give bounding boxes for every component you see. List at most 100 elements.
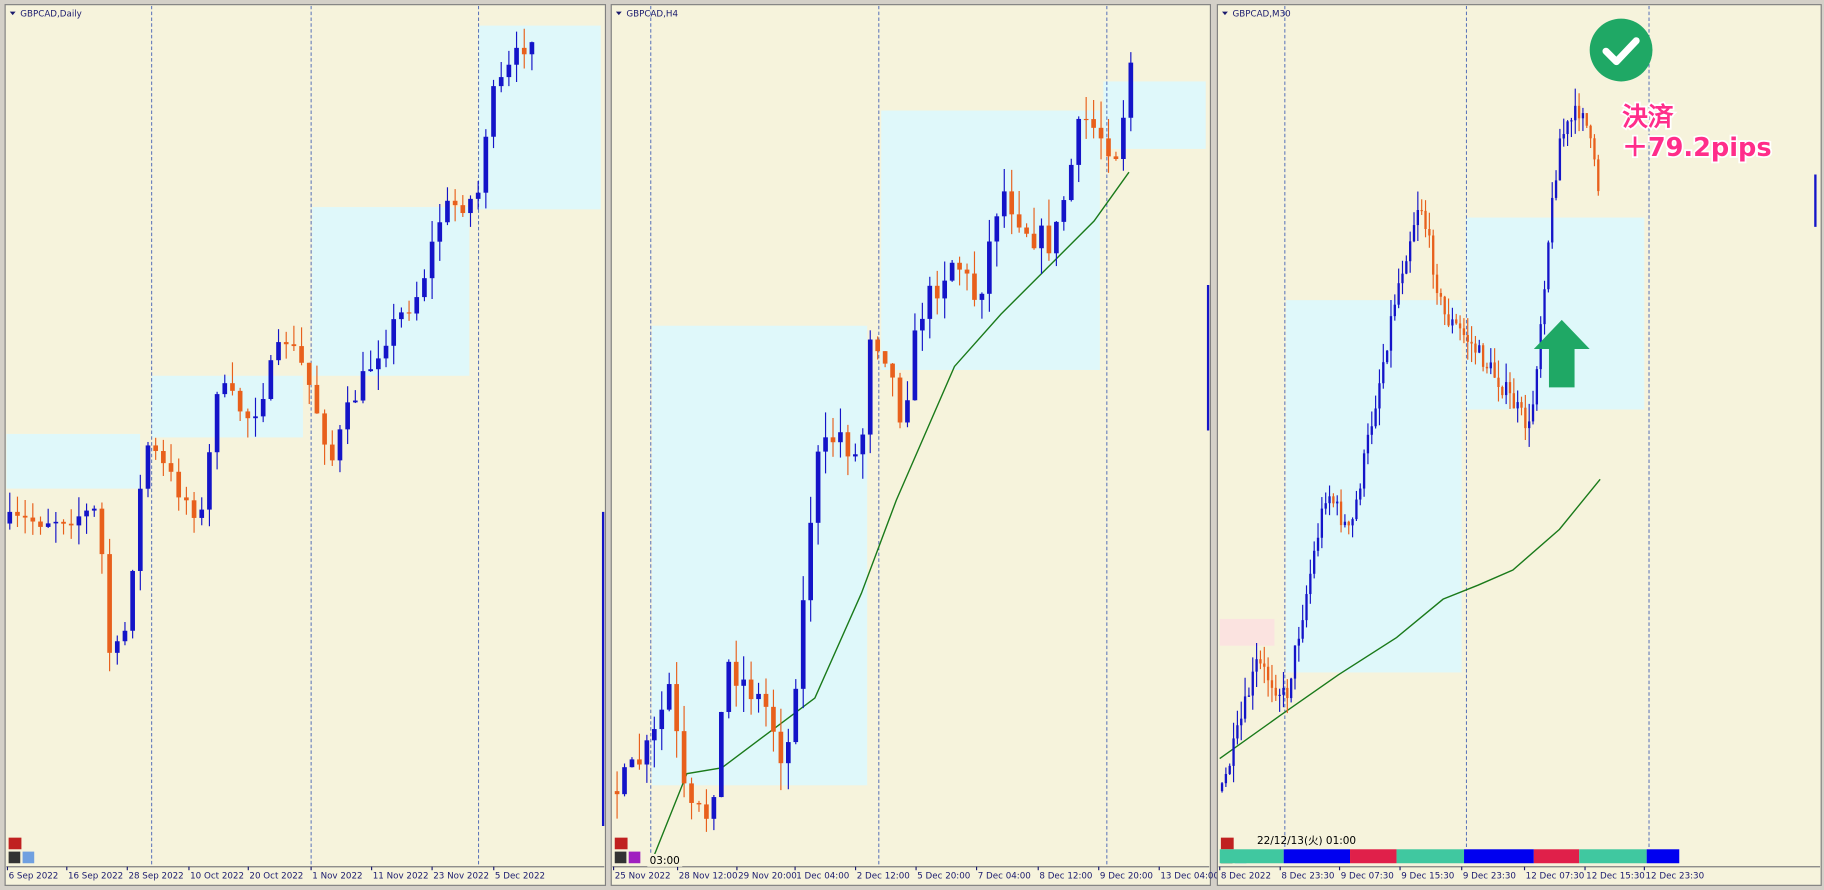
collapse-icon[interactable] (1222, 11, 1228, 16)
candle-body (1504, 382, 1508, 396)
candle-body (122, 630, 128, 642)
candle-body (771, 706, 776, 732)
candle-body (214, 394, 220, 453)
candle-body (845, 432, 851, 457)
candle-body (1589, 125, 1592, 139)
candle-body (912, 330, 918, 401)
candle-body (1362, 453, 1366, 489)
candle-body (674, 684, 679, 732)
time-label: 25 Nov 2022 (615, 872, 671, 882)
candle-body (253, 416, 258, 419)
candle-body (1574, 105, 1577, 121)
candle-body (1443, 296, 1446, 315)
remove-button[interactable] (614, 837, 628, 850)
candle-body (399, 312, 404, 320)
candle-body (920, 318, 925, 331)
candle-body (1551, 197, 1554, 243)
candle-body (763, 693, 769, 707)
candle-body (245, 411, 251, 419)
time-label: 16 Sep 2022 (68, 872, 123, 882)
session-bar (1646, 849, 1680, 864)
candle-body (1270, 680, 1274, 688)
time-label: 23 Nov 2022 (433, 872, 489, 882)
candle-body (1466, 335, 1469, 342)
candle-body (1224, 773, 1228, 784)
candle-body (1558, 138, 1562, 181)
candle-body (838, 432, 843, 443)
candle-body (875, 339, 881, 352)
collapse-icon[interactable] (615, 11, 622, 16)
candle-body (778, 731, 784, 764)
tool-icon[interactable] (628, 851, 641, 864)
candle-body (460, 205, 466, 214)
time-label: 1 Dec 04:00 (796, 872, 849, 882)
tool-icon[interactable] (22, 851, 35, 864)
session-bar (1283, 849, 1351, 864)
check-badge (1589, 18, 1653, 82)
candle-body (406, 312, 412, 314)
candle-body (1359, 488, 1362, 500)
candle-body (1374, 408, 1377, 427)
candle-body (1031, 233, 1037, 249)
candle-body (1508, 382, 1512, 394)
candle-body (1597, 159, 1600, 192)
candle-body (91, 508, 97, 511)
candle-body (711, 797, 717, 819)
tool-icon[interactable] (8, 851, 21, 864)
candle-body (1282, 687, 1285, 695)
candle-body (1039, 225, 1044, 249)
candle-body (1309, 573, 1312, 595)
candle-body (882, 351, 888, 364)
candle-body (291, 344, 297, 347)
time-label: 9 Dec 23:30 (1463, 872, 1516, 882)
plot-area (1219, 5, 1650, 847)
candle-body (1083, 118, 1089, 121)
session-bar (1464, 849, 1534, 864)
candle-body (1401, 273, 1404, 284)
range-box (1286, 300, 1462, 673)
session-bar (1533, 849, 1580, 864)
candle-body (1432, 235, 1435, 275)
candle-body (1420, 210, 1423, 212)
candle-body (905, 400, 910, 423)
candle-body (1347, 521, 1350, 526)
candle-body (1068, 164, 1074, 201)
range-box (651, 325, 868, 786)
candle-body (1336, 501, 1339, 504)
candle-body (445, 200, 450, 223)
candle-body (1301, 620, 1304, 639)
time-label: 5 Dec 20:00 (917, 872, 970, 882)
candle-body (681, 731, 687, 784)
cursor-time: 03:00 (650, 855, 680, 867)
candle-body (949, 262, 955, 281)
candle-body (1531, 404, 1535, 422)
candle-body (260, 398, 266, 417)
moving-average (651, 171, 1130, 862)
time-label: 28 Sep 2022 (128, 872, 183, 882)
candle-body (1524, 407, 1527, 429)
time-label: 7 Dec 04:00 (978, 872, 1031, 882)
remove-button[interactable] (8, 837, 22, 850)
candle-body (1424, 210, 1427, 230)
candle-body (987, 241, 992, 294)
collapse-icon[interactable] (9, 11, 16, 16)
candle-body (1121, 117, 1126, 160)
candle-body (53, 521, 59, 524)
range-box (1219, 618, 1275, 646)
candle-body (1324, 503, 1327, 509)
candle-body (1455, 319, 1458, 324)
candle-body (299, 346, 304, 363)
candle-body (230, 383, 235, 391)
candle-body (1566, 121, 1569, 135)
candle-body (329, 444, 335, 461)
candle-body (1520, 402, 1523, 408)
tool-icon[interactable] (614, 851, 627, 864)
session-bar (1350, 849, 1397, 864)
candle-body (1001, 191, 1007, 217)
candle-body (1405, 261, 1408, 274)
candle-body (726, 661, 732, 712)
candle-body (1516, 402, 1519, 409)
remove-button[interactable] (1220, 837, 1234, 850)
candle-body (1009, 191, 1015, 215)
candle-body (1462, 328, 1466, 336)
